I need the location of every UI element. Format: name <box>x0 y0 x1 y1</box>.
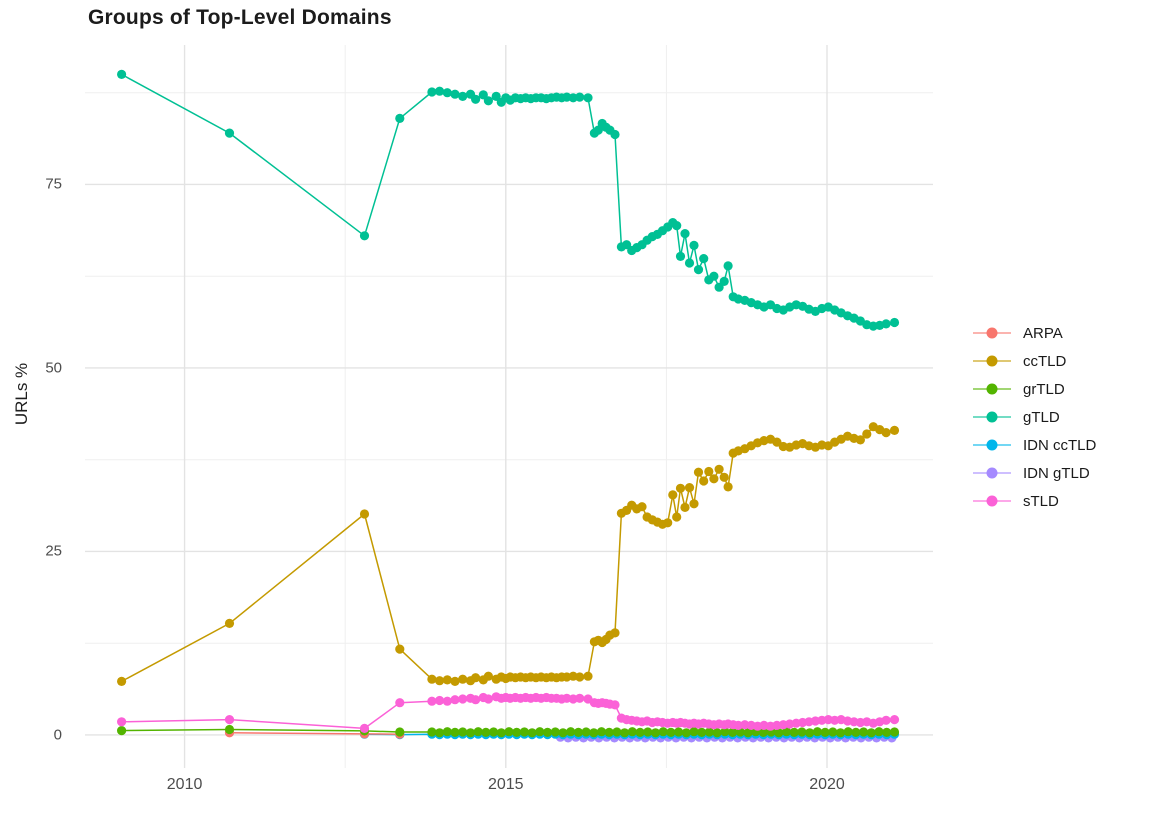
y-tick-label: 50 <box>45 359 62 377</box>
y-tick-label: 25 <box>45 542 62 560</box>
legend-entry-idn-cctld: IDN ccTLD <box>973 431 1096 459</box>
legend-label: IDN gTLD <box>1023 464 1090 482</box>
legend-label: ARPA <box>1023 324 1063 342</box>
legend-label: gTLD <box>1023 408 1060 426</box>
legend-key-icon <box>973 354 1011 368</box>
x-tick-label: 2015 <box>487 776 524 793</box>
legend-key-icon <box>973 494 1011 508</box>
legend: ARPA ccTLD grTLD gTLD IDN ccTLD IDN gTLD sTLD <box>973 319 1096 515</box>
gridlines <box>85 45 933 768</box>
legend-entry-idn-gtld: IDN gTLD <box>973 459 1096 487</box>
legend-entry-cctld: ccTLD <box>973 347 1096 375</box>
legend-key-icon <box>973 382 1011 396</box>
data-series <box>117 69 900 743</box>
legend-entry-arpa: ARPA <box>973 319 1096 347</box>
y-tick-label: 0 <box>53 726 62 744</box>
legend-key-icon <box>973 410 1011 424</box>
series-stld <box>117 692 900 734</box>
legend-key-icon <box>973 438 1011 452</box>
series-gtld <box>117 69 900 331</box>
legend-key-icon <box>973 466 1011 480</box>
legend-label: ccTLD <box>1023 352 1067 370</box>
series-cctld <box>117 422 900 687</box>
legend-entry-stld: sTLD <box>973 487 1096 515</box>
legend-entry-grtld: grTLD <box>973 375 1096 403</box>
legend-label: grTLD <box>1023 380 1065 398</box>
legend-key-icon <box>973 326 1011 340</box>
legend-entry-gtld: gTLD <box>973 403 1096 431</box>
legend-label: sTLD <box>1023 492 1059 510</box>
x-tick-label: 2010 <box>166 776 203 793</box>
y-tick-label: 75 <box>45 175 62 193</box>
legend-label: IDN ccTLD <box>1023 436 1097 454</box>
x-tick-label: 2020 <box>809 776 845 793</box>
chart-title: Groups of Top-Level Domains <box>88 6 392 29</box>
